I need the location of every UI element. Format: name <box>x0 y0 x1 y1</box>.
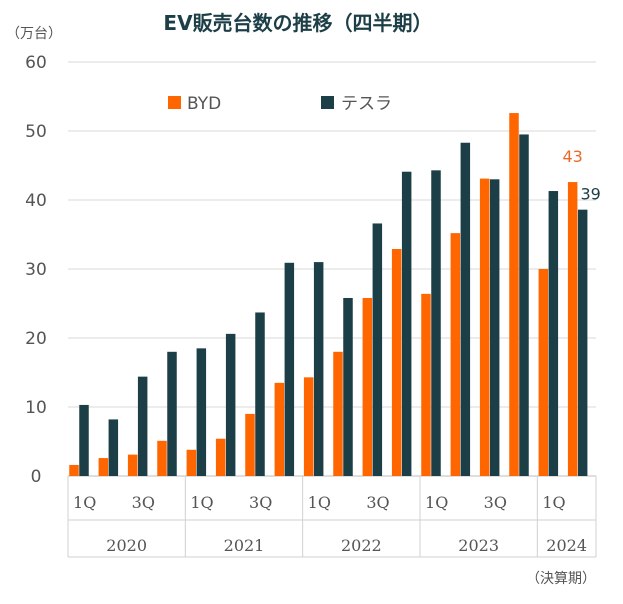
chart-title: EV販売台数の推移（四半期） <box>163 11 432 35</box>
y-tick-label: 30 <box>25 260 47 280</box>
bar-byd <box>509 113 519 476</box>
data-label: 39 <box>580 185 600 204</box>
bar-tesla <box>167 351 177 476</box>
bar-byd <box>479 178 490 477</box>
year-label: 2023 <box>458 536 499 555</box>
bar-tesla <box>108 419 119 476</box>
x-axis: 1Q 3Q 1Q 3Q 1Q 3Q 1Q 3Q 1Q 2020 2021 2022 2023 2024 <box>67 476 597 558</box>
bar-tesla <box>489 179 500 477</box>
y-tick-label: 50 <box>25 122 47 142</box>
bar-tesla <box>431 170 441 476</box>
bar-tesla <box>577 209 588 476</box>
bar-byd <box>450 233 461 476</box>
y-tick-label: 60 <box>25 53 47 73</box>
legend-label-tesla: テスラ <box>341 94 392 114</box>
legend-label-byd: BYD <box>187 94 221 114</box>
bar-tesla <box>401 171 412 476</box>
quarter-tick-label: 1Q <box>425 493 448 512</box>
data-label: 43 <box>562 147 582 166</box>
bar-byd <box>567 182 578 476</box>
year-label: 2020 <box>106 536 147 555</box>
bar-byd <box>157 440 167 476</box>
bar-byd <box>303 377 314 476</box>
year-label: 2022 <box>341 536 382 555</box>
bar-tesla <box>196 348 207 476</box>
bar-byd <box>69 464 79 476</box>
bar-tesla <box>79 404 89 476</box>
y-tick-label: 0 <box>31 467 42 487</box>
bar-tesla <box>255 312 265 476</box>
gridlines <box>68 61 596 477</box>
quarter-tick-label: 3Q <box>132 493 155 512</box>
bar-tesla <box>460 142 471 477</box>
bar-tesla <box>372 223 383 476</box>
legend-swatch-byd <box>168 96 181 109</box>
bar-byd <box>98 458 109 476</box>
y-axis-unit: （万台） <box>6 26 62 42</box>
bar-tesla <box>225 333 236 476</box>
legend-swatch-tesla <box>321 96 334 109</box>
bar-byd <box>245 413 255 476</box>
bar-tesla <box>343 297 353 476</box>
y-tick-label: 10 <box>25 398 47 418</box>
year-label: 2021 <box>224 536 265 555</box>
bar-byd <box>333 351 343 476</box>
bar-tesla <box>284 262 295 476</box>
bar-byd <box>274 382 285 476</box>
bars <box>69 113 588 477</box>
quarter-tick-label: 1Q <box>190 493 213 512</box>
bar-byd <box>391 248 402 476</box>
quarter-tick-label: 1Q <box>542 493 565 512</box>
bar-byd <box>215 438 226 476</box>
quarter-tick-label: 1Q <box>73 493 96 512</box>
bar-byd <box>186 449 197 476</box>
quarter-tick-label: 3Q <box>249 493 272 512</box>
bar-byd <box>421 293 431 476</box>
y-axis-ticks: 0 10 20 30 40 50 60 <box>25 53 47 487</box>
legend: BYD テスラ <box>168 94 392 114</box>
x-axis-label: （決算期） <box>526 571 596 587</box>
bar-tesla <box>548 191 559 476</box>
y-tick-label: 40 <box>25 191 47 211</box>
bar-byd <box>538 269 549 476</box>
quarter-tick-label: 3Q <box>366 493 389 512</box>
quarter-tick-label: 3Q <box>484 493 507 512</box>
year-label: 2024 <box>546 536 587 555</box>
quarter-tick-label: 1Q <box>308 493 331 512</box>
annotations: 43 39 <box>562 147 600 204</box>
y-tick-label: 20 <box>25 329 47 349</box>
bar-byd <box>362 297 373 476</box>
bar-tesla <box>519 134 529 476</box>
bar-byd <box>127 454 138 476</box>
bar-tesla <box>137 376 148 476</box>
bar-tesla <box>313 262 324 476</box>
